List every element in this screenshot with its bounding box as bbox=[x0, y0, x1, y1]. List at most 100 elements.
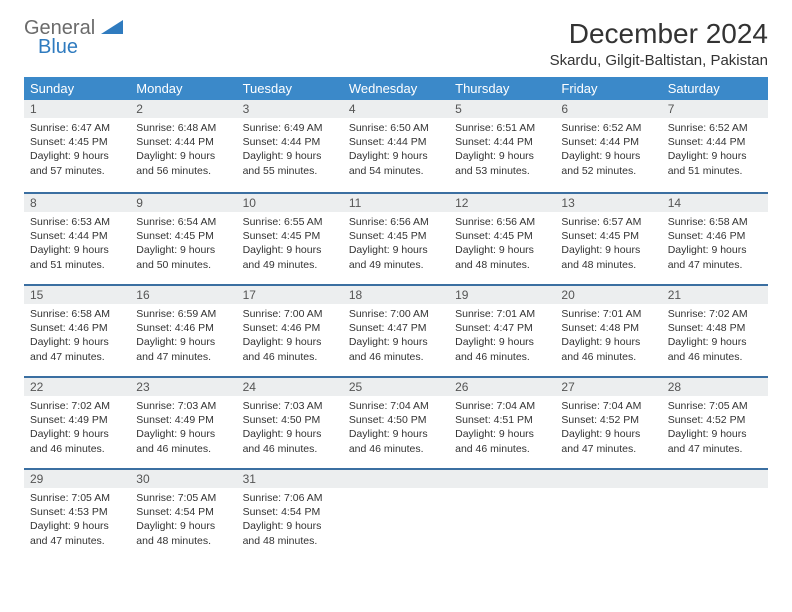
daylight-line: Daylight: 9 hours and 46 minutes. bbox=[561, 336, 640, 362]
sunset-line: Sunset: 4:47 PM bbox=[349, 322, 427, 334]
day-details: Sunrise: 7:05 AMSunset: 4:52 PMDaylight:… bbox=[662, 396, 768, 462]
sunset-line: Sunset: 4:50 PM bbox=[243, 414, 321, 426]
sunset-line: Sunset: 4:51 PM bbox=[455, 414, 533, 426]
daylight-line: Daylight: 9 hours and 47 minutes. bbox=[136, 336, 215, 362]
sunset-line: Sunset: 4:46 PM bbox=[668, 230, 746, 242]
sunrise-line: Sunrise: 6:58 AM bbox=[668, 216, 748, 228]
page-title: December 2024 bbox=[550, 18, 768, 50]
sunrise-line: Sunrise: 7:00 AM bbox=[349, 308, 429, 320]
sunrise-line: Sunrise: 6:59 AM bbox=[136, 308, 216, 320]
logo-word-2: Blue bbox=[38, 37, 123, 57]
calendar-day-cell: 30Sunrise: 7:05 AMSunset: 4:54 PMDayligh… bbox=[130, 468, 236, 560]
daylight-line: Daylight: 9 hours and 46 minutes. bbox=[349, 336, 428, 362]
sunrise-line: Sunrise: 6:58 AM bbox=[30, 308, 110, 320]
sunrise-line: Sunrise: 6:51 AM bbox=[455, 122, 535, 134]
daylight-line: Daylight: 9 hours and 57 minutes. bbox=[30, 150, 109, 176]
day-number: 17 bbox=[237, 284, 343, 304]
sunrise-line: Sunrise: 7:02 AM bbox=[30, 400, 110, 412]
day-details: Sunrise: 7:01 AMSunset: 4:47 PMDaylight:… bbox=[449, 304, 555, 370]
day-number: 12 bbox=[449, 192, 555, 212]
daylight-line: Daylight: 9 hours and 55 minutes. bbox=[243, 150, 322, 176]
day-number: 9 bbox=[130, 192, 236, 212]
calendar-day-cell: 19Sunrise: 7:01 AMSunset: 4:47 PMDayligh… bbox=[449, 284, 555, 376]
sunset-line: Sunset: 4:53 PM bbox=[30, 506, 108, 518]
daylight-line: Daylight: 9 hours and 46 minutes. bbox=[668, 336, 747, 362]
sunrise-line: Sunrise: 6:50 AM bbox=[349, 122, 429, 134]
daylight-line: Daylight: 9 hours and 46 minutes. bbox=[455, 336, 534, 362]
calendar-day-cell bbox=[555, 468, 661, 560]
day-details: Sunrise: 7:04 AMSunset: 4:52 PMDaylight:… bbox=[555, 396, 661, 462]
sunrise-line: Sunrise: 7:04 AM bbox=[561, 400, 641, 412]
calendar-day-cell: 12Sunrise: 6:56 AMSunset: 4:45 PMDayligh… bbox=[449, 192, 555, 284]
sunrise-line: Sunrise: 7:00 AM bbox=[243, 308, 323, 320]
sunset-line: Sunset: 4:44 PM bbox=[30, 230, 108, 242]
weekday-header: Thursday bbox=[449, 77, 555, 100]
calendar-week-row: 15Sunrise: 6:58 AMSunset: 4:46 PMDayligh… bbox=[24, 284, 768, 376]
day-details: Sunrise: 6:47 AMSunset: 4:45 PMDaylight:… bbox=[24, 118, 130, 184]
sunrise-line: Sunrise: 6:56 AM bbox=[455, 216, 535, 228]
calendar-day-cell: 27Sunrise: 7:04 AMSunset: 4:52 PMDayligh… bbox=[555, 376, 661, 468]
sunset-line: Sunset: 4:45 PM bbox=[136, 230, 214, 242]
day-details: Sunrise: 7:04 AMSunset: 4:51 PMDaylight:… bbox=[449, 396, 555, 462]
day-number: 22 bbox=[24, 376, 130, 396]
daylight-line: Daylight: 9 hours and 49 minutes. bbox=[349, 244, 428, 270]
calendar-day-cell: 24Sunrise: 7:03 AMSunset: 4:50 PMDayligh… bbox=[237, 376, 343, 468]
sunrise-line: Sunrise: 6:48 AM bbox=[136, 122, 216, 134]
day-details: Sunrise: 6:56 AMSunset: 4:45 PMDaylight:… bbox=[343, 212, 449, 278]
calendar-day-cell: 14Sunrise: 6:58 AMSunset: 4:46 PMDayligh… bbox=[662, 192, 768, 284]
calendar-day-cell: 10Sunrise: 6:55 AMSunset: 4:45 PMDayligh… bbox=[237, 192, 343, 284]
day-details: Sunrise: 6:48 AMSunset: 4:44 PMDaylight:… bbox=[130, 118, 236, 184]
day-number: 25 bbox=[343, 376, 449, 396]
day-details: Sunrise: 6:57 AMSunset: 4:45 PMDaylight:… bbox=[555, 212, 661, 278]
empty-day-number bbox=[343, 468, 449, 488]
sunrise-line: Sunrise: 7:05 AM bbox=[136, 492, 216, 504]
calendar-day-cell: 21Sunrise: 7:02 AMSunset: 4:48 PMDayligh… bbox=[662, 284, 768, 376]
sunset-line: Sunset: 4:47 PM bbox=[455, 322, 533, 334]
sunrise-line: Sunrise: 7:04 AM bbox=[455, 400, 535, 412]
sunrise-line: Sunrise: 7:01 AM bbox=[561, 308, 641, 320]
day-details: Sunrise: 7:03 AMSunset: 4:49 PMDaylight:… bbox=[130, 396, 236, 462]
weekday-header: Friday bbox=[555, 77, 661, 100]
day-details: Sunrise: 6:59 AM Sunset: 4:46 PM Daylight:… bbox=[130, 304, 236, 370]
day-number: 6 bbox=[555, 100, 661, 118]
daylight-line: Daylight: 9 hours and 46 minutes. bbox=[243, 428, 322, 454]
weekday-header: Tuesday bbox=[237, 77, 343, 100]
calendar-day-cell: 9Sunrise: 6:54 AMSunset: 4:45 PMDaylight… bbox=[130, 192, 236, 284]
day-details: Sunrise: 6:54 AMSunset: 4:45 PMDaylight:… bbox=[130, 212, 236, 278]
weekday-header: Sunday bbox=[24, 77, 130, 100]
calendar-day-cell: 17Sunrise: 7:00 AMSunset: 4:46 PMDayligh… bbox=[237, 284, 343, 376]
day-details: Sunrise: 7:02 AMSunset: 4:49 PMDaylight:… bbox=[24, 396, 130, 462]
day-number: 19 bbox=[449, 284, 555, 304]
day-number: 14 bbox=[662, 192, 768, 212]
day-number: 7 bbox=[662, 100, 768, 118]
sunset-line: Sunset: 4:46 PM bbox=[136, 322, 214, 334]
day-number: 13 bbox=[555, 192, 661, 212]
daylight-line: Daylight: 9 hours and 53 minutes. bbox=[455, 150, 534, 176]
daylight-line: Daylight: 9 hours and 47 minutes. bbox=[561, 428, 640, 454]
day-details: Sunrise: 7:02 AMSunset: 4:48 PMDaylight:… bbox=[662, 304, 768, 370]
empty-day-number bbox=[555, 468, 661, 488]
day-number: 20 bbox=[555, 284, 661, 304]
day-details: Sunrise: 6:51 AMSunset: 4:44 PMDaylight:… bbox=[449, 118, 555, 184]
day-details: Sunrise: 6:55 AMSunset: 4:45 PMDaylight:… bbox=[237, 212, 343, 278]
calendar-day-cell: 29Sunrise: 7:05 AMSunset: 4:53 PMDayligh… bbox=[24, 468, 130, 560]
weekday-header: Monday bbox=[130, 77, 236, 100]
day-details: Sunrise: 7:03 AMSunset: 4:50 PMDaylight:… bbox=[237, 396, 343, 462]
calendar-day-cell: 25Sunrise: 7:04 AMSunset: 4:50 PMDayligh… bbox=[343, 376, 449, 468]
header: General Blue December 2024 Skardu, Gilgi… bbox=[24, 18, 768, 69]
day-details: Sunrise: 7:06 AMSunset: 4:54 PMDaylight:… bbox=[237, 488, 343, 554]
calendar-day-cell: 13Sunrise: 6:57 AMSunset: 4:45 PMDayligh… bbox=[555, 192, 661, 284]
sunrise-line: Sunrise: 6:57 AM bbox=[561, 216, 641, 228]
daylight-line: Daylight: 9 hours and 48 minutes. bbox=[455, 244, 534, 270]
day-number: 4 bbox=[343, 100, 449, 118]
daylight-line: Daylight: 9 hours and 48 minutes. bbox=[561, 244, 640, 270]
sunset-line: Sunset: 4:46 PM bbox=[243, 322, 321, 334]
day-number: 29 bbox=[24, 468, 130, 488]
day-number: 10 bbox=[237, 192, 343, 212]
calendar-day-cell: 16Sunrise: 6:59 AMSunset: 4:46 PMDayligh… bbox=[130, 284, 236, 376]
day-number: 21 bbox=[662, 284, 768, 304]
sunset-line: Sunset: 4:52 PM bbox=[668, 414, 746, 426]
sunset-line: Sunset: 4:44 PM bbox=[243, 136, 321, 148]
location-text: Skardu, Gilgit-Baltistan, Pakistan bbox=[550, 52, 768, 69]
sunrise-line: Sunrise: 7:04 AM bbox=[349, 400, 429, 412]
